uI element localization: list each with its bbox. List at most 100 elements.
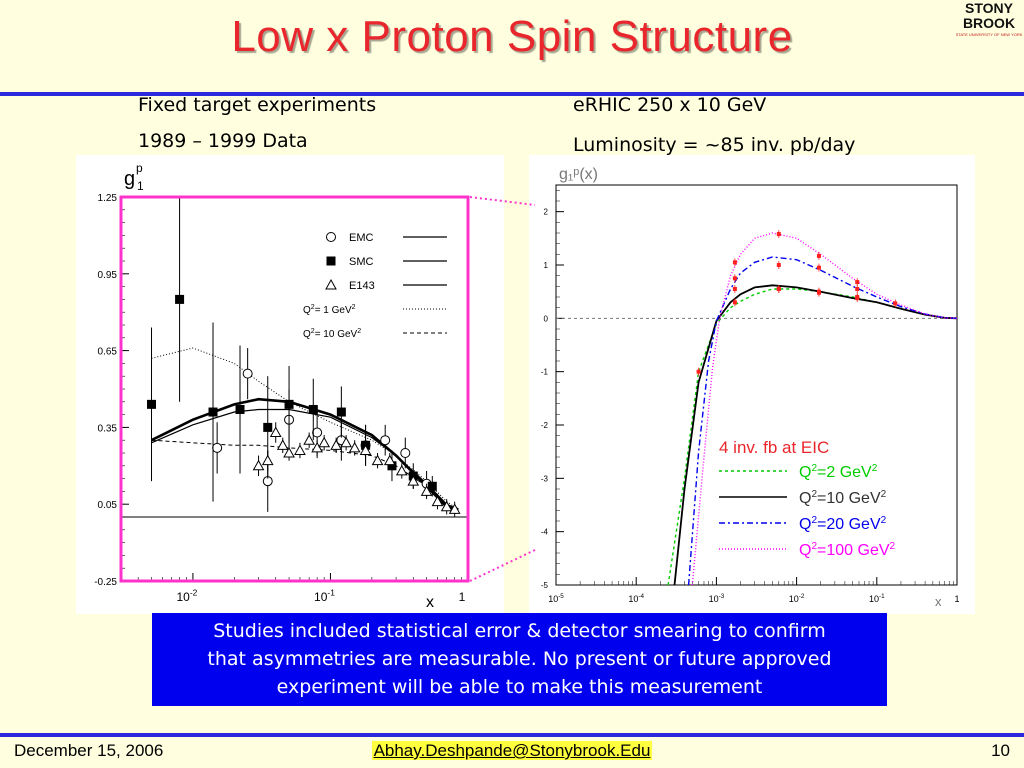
left-y-tick-label: 1.25 bbox=[98, 193, 118, 204]
footer-email-text[interactable]: Abhay.Deshpande@Stonybrook.Edu bbox=[371, 741, 653, 760]
right-x-tick-label: 10-1 bbox=[869, 593, 885, 604]
e143-point bbox=[294, 444, 306, 455]
smc-point bbox=[175, 294, 185, 304]
right-plot-frame bbox=[555, 184, 958, 586]
right-y-tick-label: 1 bbox=[544, 261, 549, 270]
right-legend-label: Q2=100 GeV2 bbox=[799, 541, 896, 559]
footer-email[interactable]: Abhay.Deshpande@Stonybrook.Edu bbox=[0, 741, 1024, 761]
right-legend-label: Q2=20 GeV2 bbox=[799, 515, 887, 533]
right-axes: 210-1-2-3-4-510-5 10-4 10-3 10-2 10-1 1 bbox=[541, 184, 960, 604]
footer-date: December 15, 2006 bbox=[14, 741, 164, 760]
footer-rule bbox=[0, 733, 1024, 737]
emc-point bbox=[326, 232, 336, 242]
caption-line-1: Studies included statistical error & det… bbox=[213, 620, 826, 642]
right-heading-1: eRHIC 250 x 10 GeV bbox=[573, 94, 767, 116]
right-annotation: 4 inv. fb at EIC bbox=[719, 438, 829, 457]
caption-box: Studies included statistical error & det… bbox=[152, 613, 887, 706]
left-curve-solid bbox=[151, 408, 459, 510]
right-x-tick-label: 10-5 bbox=[548, 593, 564, 604]
right-y-tick-label: -5 bbox=[541, 581, 549, 590]
right-y-tick-label: -1 bbox=[541, 368, 549, 377]
slide-title: Low x Proton Spin Structure bbox=[231, 12, 793, 61]
e143-point bbox=[252, 459, 265, 471]
e143-point bbox=[348, 441, 361, 453]
logo-sub: STATE UNIVERSITY OF NEW YORK bbox=[956, 32, 1023, 37]
smc-point bbox=[326, 256, 336, 266]
emc-point bbox=[242, 368, 253, 379]
right-y-tick-label: -2 bbox=[541, 421, 549, 430]
left-y-title: g bbox=[124, 168, 135, 190]
right-x-tick-label: 1 bbox=[954, 594, 959, 604]
left-x-tick-label: 10-1 bbox=[314, 588, 335, 604]
smc-point bbox=[336, 407, 346, 417]
right-y-title: g₁ᵖ(x) bbox=[559, 166, 598, 183]
smc-point bbox=[263, 422, 273, 432]
caption-line-3: experiment will be able to make this mea… bbox=[276, 676, 763, 698]
right-y-tick-label: 0 bbox=[544, 314, 549, 323]
right-y-tick-label: -3 bbox=[541, 474, 549, 483]
right-curve-2 bbox=[687, 256, 958, 586]
left-y-tick-label: 0.95 bbox=[98, 270, 118, 281]
e143-point bbox=[318, 436, 331, 448]
left-points bbox=[147, 197, 461, 517]
left-y-tick-label: 0.35 bbox=[98, 423, 118, 434]
right-x-title: x bbox=[935, 594, 942, 609]
e143-point bbox=[371, 454, 384, 466]
left-plot-frame bbox=[120, 196, 469, 582]
left-x-tick-label: 10-2 bbox=[177, 588, 198, 604]
e143-point bbox=[276, 439, 289, 450]
e143-point bbox=[303, 434, 316, 445]
stony-brook-logo: STONY BROOK STATE UNIVERSITY OF NEW YORK bbox=[956, 0, 1023, 37]
right-x-tick-label: 10-4 bbox=[628, 593, 644, 604]
right-heading-2: Luminosity = ~85 inv. pb/day bbox=[573, 134, 856, 156]
right-curves bbox=[667, 232, 958, 586]
right-y-tick-label: 2 bbox=[544, 208, 549, 217]
smc-point bbox=[308, 404, 318, 414]
emc-point bbox=[380, 435, 391, 446]
left-legend-label: E143 bbox=[349, 280, 375, 292]
left-axes: 1.25 0.95 0.65 0.35 0.05 -0.25 10-2 10-1 1 bbox=[94, 193, 469, 604]
left-legend-label: EMC bbox=[349, 232, 374, 244]
emc-point bbox=[400, 448, 411, 458]
caption-line-2: that asymmetries are measurable. No pres… bbox=[207, 648, 832, 670]
left-legend-label: Q2= 1 GeV2 bbox=[303, 304, 356, 316]
right-legend-label: Q2=2 GeV2 bbox=[799, 463, 878, 481]
left-x-tick-label: 1 bbox=[459, 590, 466, 604]
smc-point bbox=[235, 404, 245, 414]
page-number: 10 bbox=[991, 741, 1010, 760]
e143-point bbox=[325, 278, 337, 290]
logo-line2: BROOK bbox=[963, 15, 1015, 31]
smc-point bbox=[427, 481, 437, 491]
e143-point bbox=[383, 454, 396, 466]
left-y-title-sup: p bbox=[136, 161, 143, 175]
left-y-tick-label: 0.05 bbox=[98, 500, 118, 511]
fixed-target-plot: 1.25 0.95 0.65 0.35 0.05 -0.25 10-2 10-1 1 EMC SM… bbox=[76, 155, 504, 614]
right-x-tick-label: 10-3 bbox=[709, 593, 725, 604]
left-legend: EMC SMC E143 Q2= 1 GeV2 Q2= 10 GeV2 bbox=[303, 232, 447, 340]
left-y-title-sub: 1 bbox=[137, 179, 144, 193]
erhic-svg: 210-1-2-3-4-510-5 10-4 10-3 10-2 10-1 1 Q2=2 … bbox=[541, 166, 960, 609]
left-x-title: x bbox=[426, 594, 434, 611]
smc-point bbox=[208, 407, 218, 417]
title-rule bbox=[0, 92, 1024, 96]
right-curve-3 bbox=[691, 232, 958, 586]
emc-point bbox=[312, 427, 323, 438]
emc-point bbox=[212, 442, 223, 453]
left-legend-label: Q2= 10 GeV2 bbox=[303, 328, 361, 340]
left-y-tick-label: 0.65 bbox=[98, 347, 118, 358]
left-legend-label: SMC bbox=[349, 256, 374, 268]
smc-point bbox=[284, 399, 294, 409]
right-points bbox=[696, 230, 898, 376]
erhic-projection-plot: 2 1 0 -1 -2 -3 -4 -5 10-5 10-4 10-3 10-2 10-1 1 Q2=2 … bbox=[529, 155, 975, 614]
right-y-tick-label: -4 bbox=[541, 528, 549, 537]
right-curve-0 bbox=[667, 288, 958, 586]
smc-point bbox=[147, 399, 157, 409]
left-y-tick-label: -0.25 bbox=[94, 577, 117, 588]
left-heading-2: 1989 – 1999 Data bbox=[138, 130, 308, 152]
left-heading-1: Fixed target experiments bbox=[138, 94, 377, 116]
right-legend-label: Q2=10 GeV2 bbox=[799, 489, 887, 507]
right-curve-1 bbox=[673, 284, 958, 586]
logo-line1: STONY bbox=[965, 0, 1014, 16]
right-legend: Q2=2 GeV2 Q2=10 GeV2 Q2=20 GeV2 Q2=100 GeV2 bbox=[719, 463, 896, 559]
fixed-target-svg: 1.25 0.95 0.65 0.35 0.05 -0.25 10-2 10-1 1 EMC SM… bbox=[94, 161, 469, 611]
